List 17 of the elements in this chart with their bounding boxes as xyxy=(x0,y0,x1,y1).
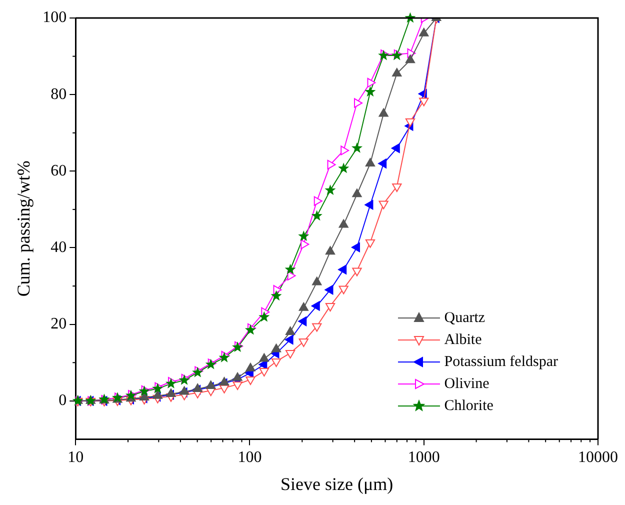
x-axis-title: Sieve size (μm) xyxy=(280,474,394,494)
y-tick-label: 60 xyxy=(50,162,67,180)
y-axis-title: Cum. passing/wt% xyxy=(14,160,34,297)
legend-label: Chlorite xyxy=(444,397,494,416)
x-tick-label: 10000 xyxy=(578,449,618,466)
y-tick-label: 100 xyxy=(42,9,67,26)
legend-label: Quartz xyxy=(444,309,486,328)
legend-label: Potassium feldspar xyxy=(444,353,558,372)
y-tick-label: 40 xyxy=(50,238,67,256)
y-tick-label: 0 xyxy=(58,392,67,410)
x-tick-label: 10 xyxy=(68,449,84,466)
y-tick-label: 20 xyxy=(50,316,67,333)
legend-label: Olivine xyxy=(444,375,490,394)
x-tick-label: 100 xyxy=(238,449,262,466)
legend-label: Albite xyxy=(444,331,482,350)
x-tick-label: 1000 xyxy=(408,449,440,466)
y-tick-label: 80 xyxy=(50,86,67,103)
